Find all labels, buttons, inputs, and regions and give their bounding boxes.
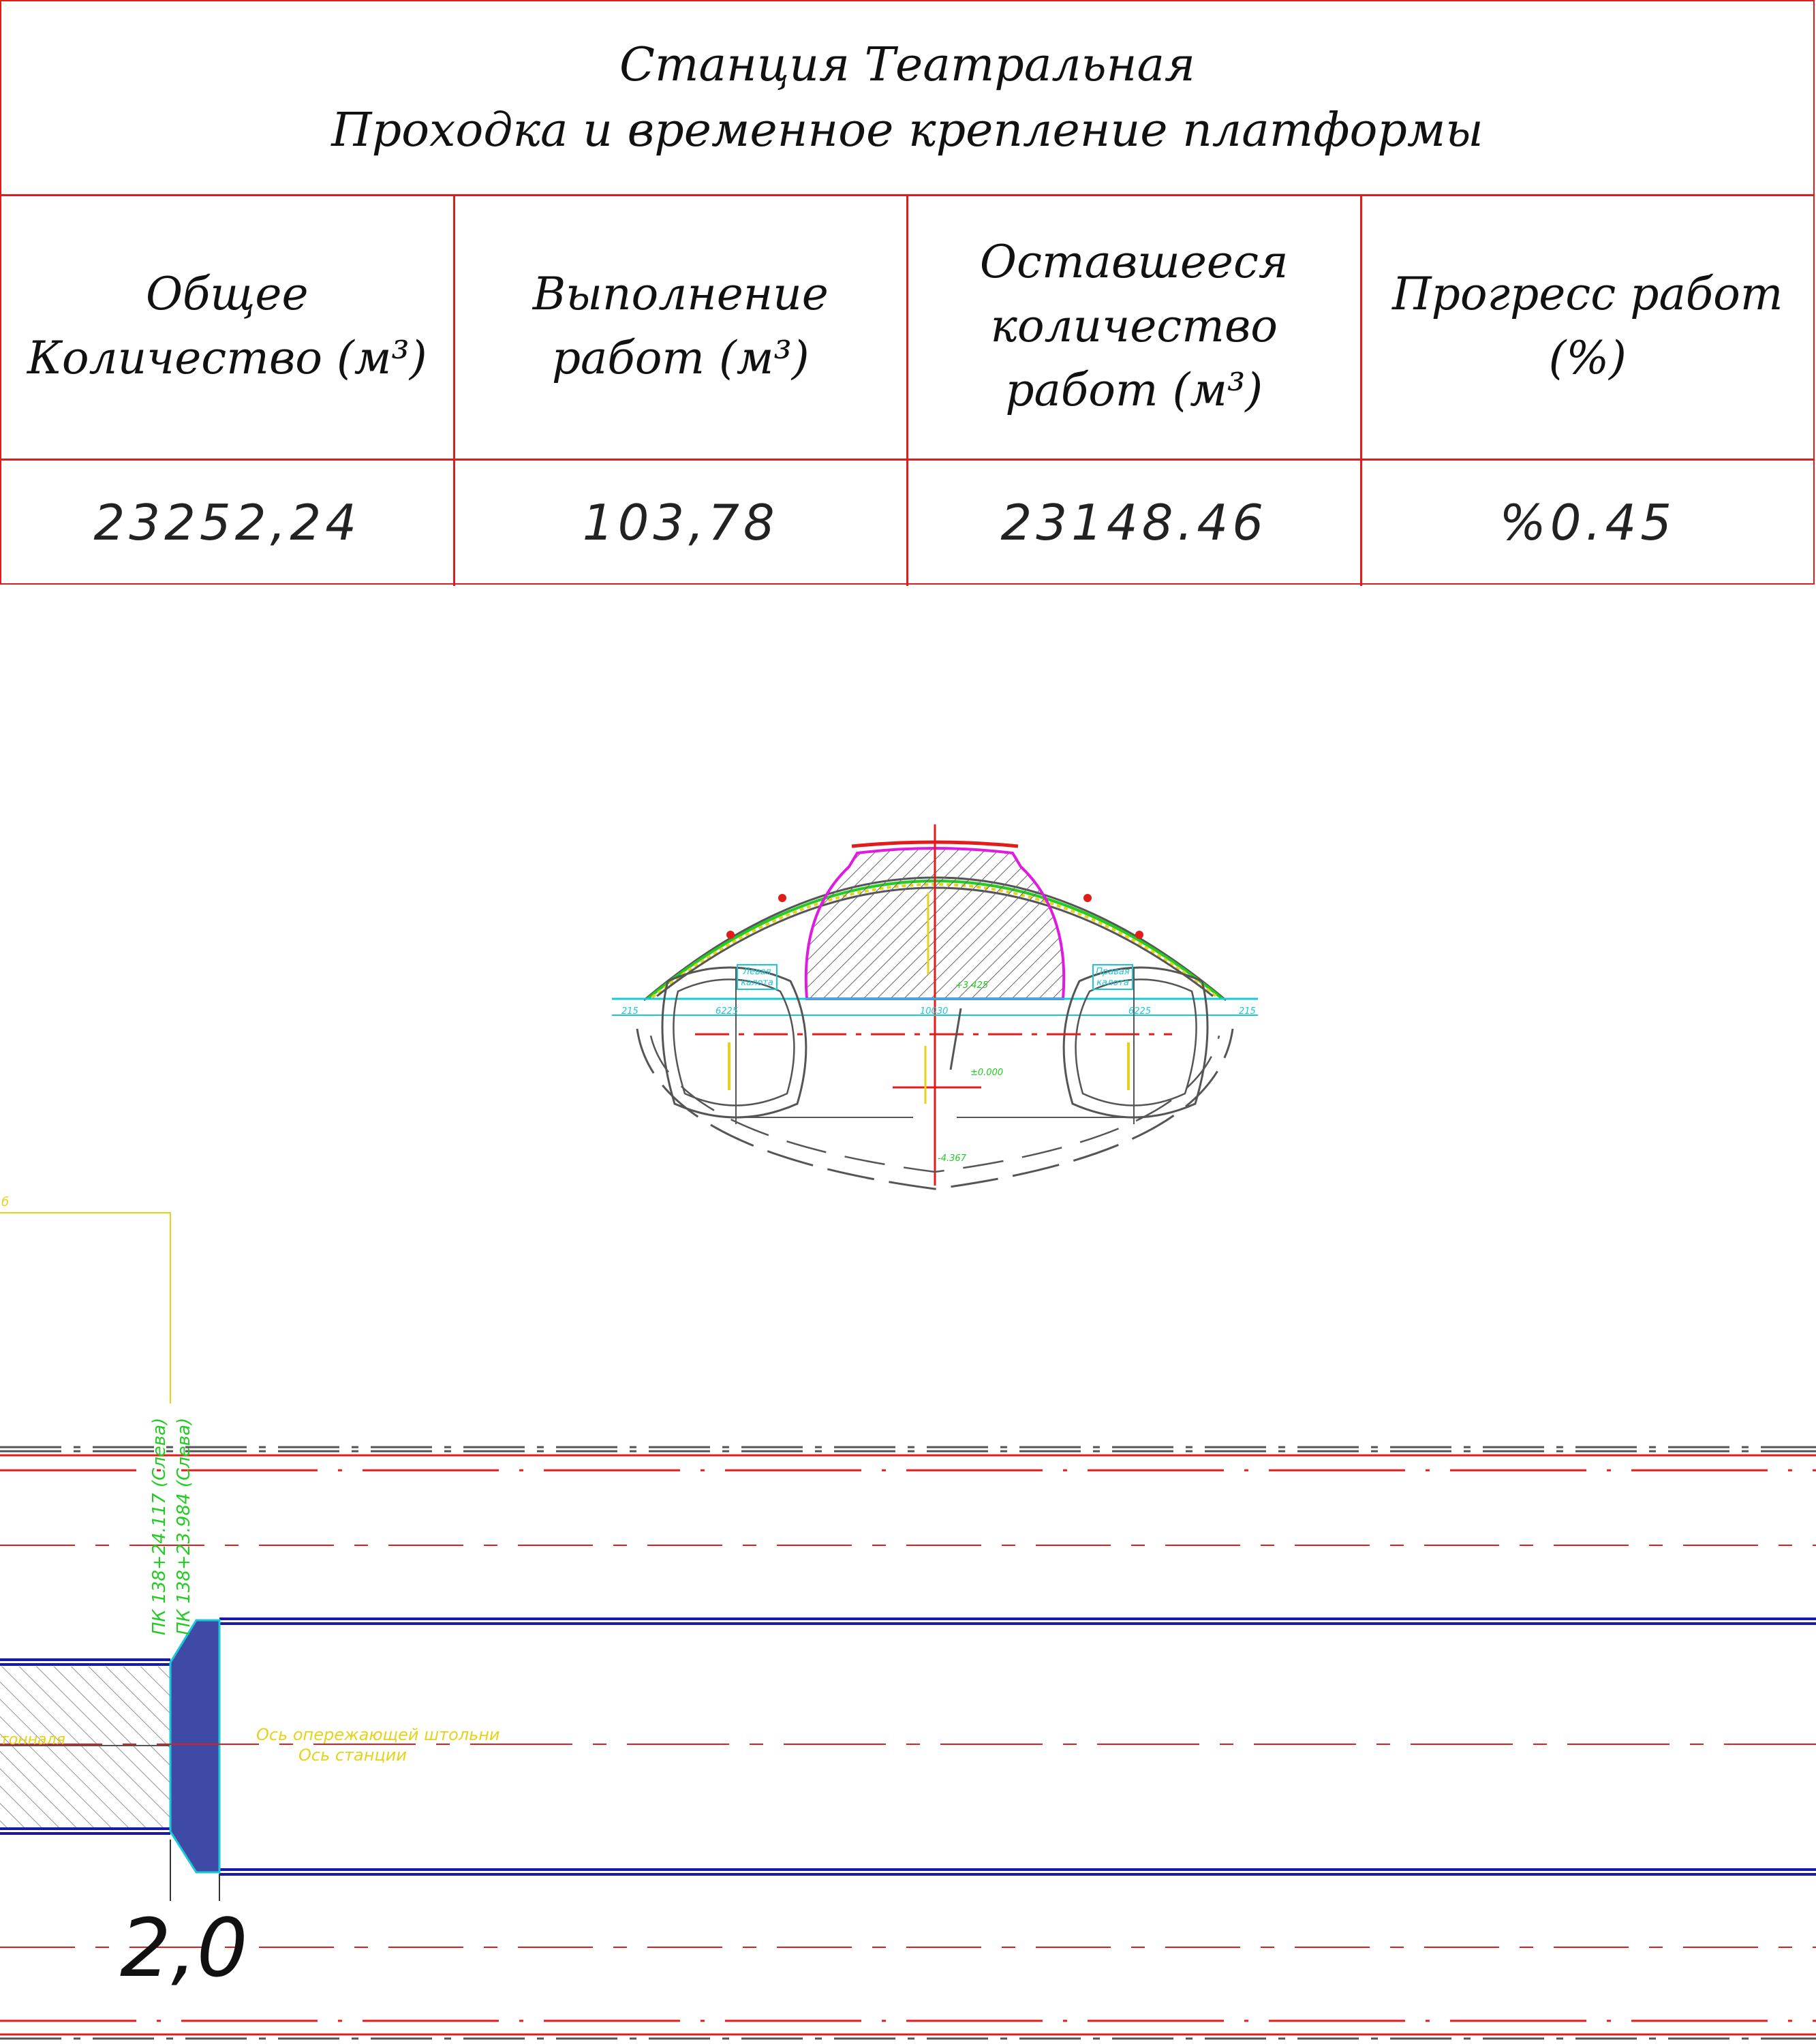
elevation-zero: ±0.000	[970, 1068, 1003, 1078]
header-progress-percent: Прогресс работ (%)	[1392, 268, 1783, 384]
left-calotte-label-box	[737, 964, 778, 990]
right-drift-inner	[1075, 978, 1197, 1106]
axis-label-station: Ось станции	[298, 1746, 407, 1765]
dim-center: 10030	[920, 1006, 948, 1017]
pk-label-1: ПК 138+24.117 (Слева)	[149, 1418, 170, 1635]
plan-view: б ПК 138+24.117 (Слева) ПК 13	[0, 1195, 1816, 2040]
table-value-row: 23252,24 103,78 23148.46 %0.45	[1, 459, 1813, 586]
elevation-top: +3.425	[955, 980, 988, 991]
work-description: Проходка и временное крепление платформы	[331, 103, 1483, 157]
left-calotte-label-2: калота	[741, 978, 773, 988]
dim-left: 6225	[715, 1006, 738, 1017]
anchor-left-lower	[726, 931, 735, 939]
axis-label-drift: Ось опережающей штольни	[256, 1725, 500, 1744]
bulkhead	[169, 1619, 221, 1874]
value-remaining-volume: 23148.46	[908, 459, 1362, 586]
right-drift	[1062, 966, 1209, 1119]
anchor-markers	[726, 894, 1143, 939]
station-name: Станция Театральная	[619, 37, 1196, 92]
invert-outer	[636, 1028, 1234, 1190]
value-total-volume: 23252,24	[1, 459, 455, 586]
right-calotte-label-box	[1092, 964, 1133, 990]
dim-215-left: 215	[621, 1006, 638, 1017]
header-completed-volume: Выполнение работ (м³)	[455, 194, 908, 459]
dimension-label: 2,0	[120, 1901, 248, 1995]
right-calotte-label: Правая	[1096, 967, 1130, 977]
anchor-left-upper	[778, 894, 786, 902]
top-left-mark: б	[1, 1195, 9, 1209]
header-remaining-volume: Оставшееся количество работ (м³)	[908, 194, 1362, 459]
excavated-drift	[0, 1667, 170, 1827]
table-title: Станция Театральная Проходка и временное…	[1, 1, 1813, 196]
table-header-row: Общее Количество (м³) Выполнение работ (…	[1, 194, 1813, 461]
yellow-frame	[0, 1212, 171, 1404]
anchor-right-upper	[1083, 894, 1092, 902]
anchor-right-lower	[1135, 931, 1143, 939]
value-completed-volume: 103,78	[455, 459, 908, 586]
dim-right: 6225	[1128, 1006, 1151, 1017]
header-total-volume: Общее Количество (м³)	[1, 194, 455, 459]
station-cross-section: Левая калота Правая калота 215 6225 1003…	[612, 824, 1258, 1190]
pk-label-2: ПК 138+23.984 (Слева)	[174, 1418, 194, 1635]
dim-215-right: 215	[1239, 1006, 1256, 1017]
diagonal-cut	[949, 1008, 962, 1070]
value-progress-percent: %0.45	[1499, 493, 1676, 551]
left-drift-inner	[673, 978, 795, 1106]
invert-inner	[649, 1035, 1220, 1173]
progress-table: Станция Театральная Проходка и временное…	[0, 0, 1815, 586]
left-drift	[661, 966, 807, 1119]
elevation-bottom: -4.367	[938, 1153, 967, 1164]
right-calotte-label-2: калота	[1096, 978, 1129, 988]
left-calotte-label: Левая	[742, 967, 771, 977]
drift-label: тонналя	[0, 1731, 65, 1748]
